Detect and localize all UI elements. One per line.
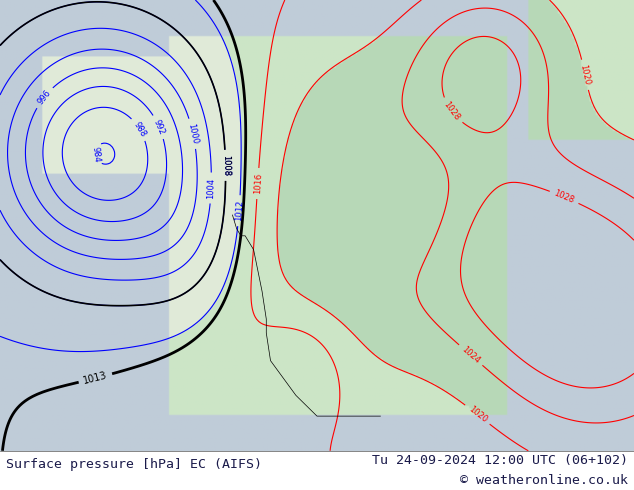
Text: Surface pressure [hPa] EC (AIFS): Surface pressure [hPa] EC (AIFS) <box>6 458 262 471</box>
Text: 1028: 1028 <box>442 100 462 122</box>
Text: 1020: 1020 <box>578 64 592 86</box>
Text: 1028: 1028 <box>553 189 576 205</box>
Text: 984: 984 <box>90 146 101 163</box>
Text: 1000: 1000 <box>186 122 200 145</box>
Text: Tu 24-09-2024 12:00 UTC (06+102): Tu 24-09-2024 12:00 UTC (06+102) <box>372 454 628 467</box>
Text: 1008: 1008 <box>221 155 230 176</box>
Text: 1012: 1012 <box>234 200 245 221</box>
Text: 992: 992 <box>152 118 166 136</box>
Text: © weatheronline.co.uk: © weatheronline.co.uk <box>460 474 628 487</box>
Text: 1024: 1024 <box>460 345 482 366</box>
Text: 988: 988 <box>132 120 148 138</box>
Text: 996: 996 <box>36 88 53 106</box>
Text: 1013: 1013 <box>82 370 108 386</box>
Text: 1016: 1016 <box>252 172 263 195</box>
Text: 1020: 1020 <box>467 405 488 424</box>
Text: 1008: 1008 <box>221 155 230 176</box>
Text: 1004: 1004 <box>206 177 216 198</box>
